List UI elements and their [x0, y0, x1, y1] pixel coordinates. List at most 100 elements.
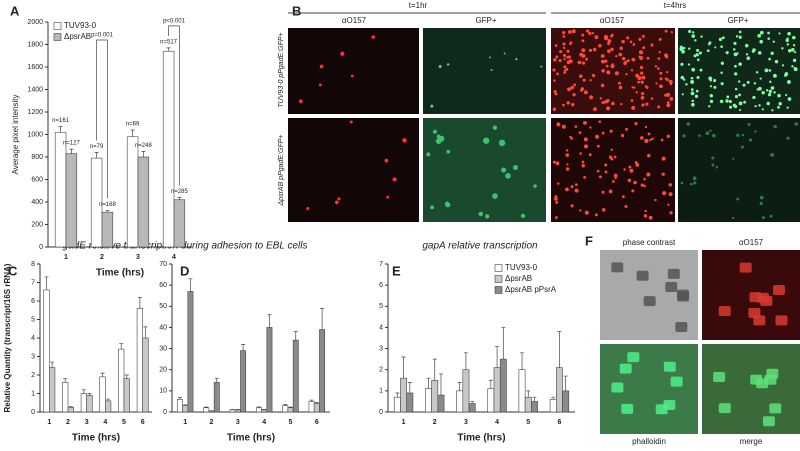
bar — [493, 367, 501, 413]
bar — [456, 390, 464, 413]
bar — [176, 399, 183, 413]
cell — [752, 48, 756, 52]
cell — [619, 363, 632, 374]
x-tick-label: 6 — [557, 419, 561, 426]
cell — [786, 43, 790, 46]
bar — [518, 369, 526, 413]
cell — [638, 50, 644, 55]
x-tick-label: 2 — [433, 419, 437, 426]
cell — [641, 103, 645, 107]
cell — [567, 55, 571, 59]
cell — [647, 132, 651, 136]
cell — [709, 99, 714, 104]
y-tick-label: 50 — [159, 303, 167, 310]
cell — [711, 163, 715, 167]
cell — [611, 262, 624, 273]
n-label: n=168 — [99, 202, 117, 208]
cell — [566, 101, 570, 105]
cell — [512, 165, 518, 171]
bar — [393, 396, 401, 413]
cell — [620, 102, 623, 106]
cell — [725, 99, 729, 103]
cell — [778, 32, 781, 35]
cell — [649, 138, 652, 142]
cell — [696, 48, 700, 52]
cell — [630, 99, 634, 102]
cell — [680, 75, 685, 80]
cell — [761, 91, 765, 95]
cell — [604, 59, 608, 63]
bar — [562, 390, 570, 413]
error-bar — [457, 382, 462, 391]
cell — [714, 46, 717, 49]
x-tick-label: 1 — [183, 419, 187, 426]
cell — [483, 137, 490, 144]
legend-label: ΔpsrAB pPsrA — [505, 285, 557, 294]
cell — [588, 153, 592, 157]
cell — [562, 103, 565, 107]
bar — [173, 199, 186, 248]
cell — [770, 86, 775, 90]
cell — [775, 315, 788, 326]
cell — [765, 89, 769, 92]
cell — [563, 58, 566, 61]
error-bar — [432, 358, 437, 381]
x-tick-label: 3 — [85, 419, 89, 426]
cell — [638, 55, 641, 58]
cell — [772, 285, 785, 296]
cell — [350, 74, 354, 78]
cell — [490, 69, 493, 71]
bar — [468, 403, 476, 413]
cell — [609, 129, 613, 133]
cell — [613, 155, 617, 159]
cell — [631, 189, 635, 193]
cell — [657, 57, 661, 60]
cell — [594, 134, 600, 139]
cell — [632, 43, 636, 46]
cell — [640, 183, 644, 187]
cell — [640, 80, 644, 84]
cell — [566, 49, 570, 53]
x-tick-label: 6 — [315, 419, 319, 426]
cell — [610, 34, 614, 38]
p-value: p<0.001 — [163, 18, 186, 24]
cell — [666, 71, 669, 74]
cell — [747, 122, 751, 127]
y-tick-label: 0 — [379, 409, 383, 416]
cell — [667, 203, 670, 206]
cell — [761, 216, 765, 220]
cell — [695, 89, 699, 93]
cell — [619, 46, 623, 50]
cell — [650, 97, 654, 100]
cell — [607, 39, 612, 43]
bracket — [96, 39, 108, 199]
cell — [685, 83, 688, 86]
cell — [625, 127, 628, 131]
cell — [769, 403, 782, 414]
y-tick-label: 20 — [159, 367, 167, 374]
cell — [589, 126, 592, 129]
cell — [581, 39, 585, 43]
bar — [162, 50, 175, 248]
cell — [621, 195, 625, 199]
cell — [572, 93, 576, 97]
x-axis-label: Time (hrs) — [227, 433, 275, 444]
cell — [668, 192, 673, 197]
bar — [136, 308, 143, 413]
error-bar — [81, 389, 86, 394]
bar — [282, 405, 289, 413]
cell — [630, 69, 634, 72]
cell — [565, 153, 570, 157]
cell — [644, 85, 648, 88]
bar — [67, 407, 74, 413]
y-tick-label: 7 — [31, 279, 35, 286]
bar — [142, 337, 149, 413]
p-value: p=0.001 — [91, 33, 114, 39]
cell — [690, 76, 694, 80]
cell — [386, 195, 390, 199]
x-tick-label: 3 — [236, 419, 240, 426]
cell — [637, 80, 640, 84]
error-bar — [166, 47, 171, 52]
cell — [430, 104, 434, 108]
error-bar — [124, 374, 129, 379]
